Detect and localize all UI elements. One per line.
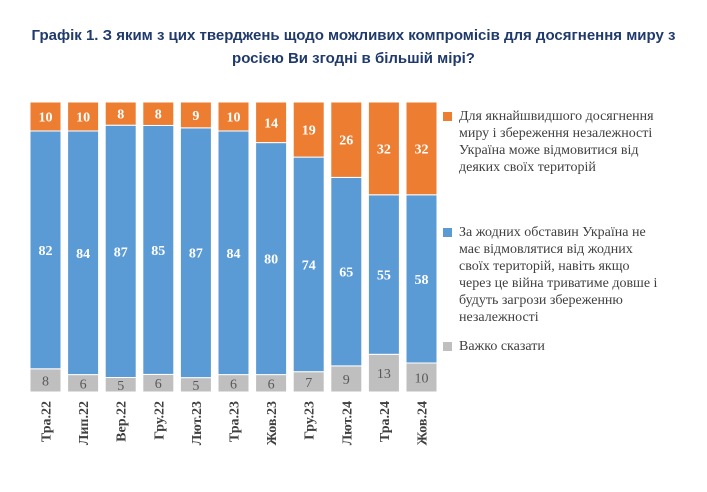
bar-segment-concede [179, 101, 212, 129]
data-label-hard-to-say: 13 [377, 367, 391, 382]
legend-swatch-concede [443, 112, 452, 121]
x-tick-label: Тра.22 [40, 401, 55, 442]
x-tick-label: Гру.23 [303, 401, 318, 440]
data-label-no-concession: 84 [76, 247, 90, 262]
data-label-hard-to-say: 9 [343, 373, 350, 388]
data-label-hard-to-say: 6 [268, 377, 275, 392]
data-label-hard-to-say: 10 [415, 372, 429, 387]
data-label-concede: 8 [117, 108, 124, 123]
legend-label-no-concession: За жодних обставин Україна не має відмов… [459, 225, 658, 325]
chart-title: Графік 1. З яким з цих тверджень щодо мо… [31, 27, 676, 67]
x-tick-label: Жов.24 [416, 401, 431, 446]
legend-label-concede: Для якнайшвидшого досягнення миру і збер… [459, 109, 654, 175]
data-label-concede: 19 [302, 124, 316, 139]
data-label-no-concession: 87 [189, 247, 203, 262]
data-label-no-concession: 58 [415, 273, 429, 288]
data-label-no-concession: 80 [264, 253, 278, 268]
data-label-concede: 32 [377, 142, 391, 157]
x-tick-label: Тра.23 [228, 401, 243, 442]
bar-segment-no-concession [292, 156, 325, 373]
data-label-hard-to-say: 5 [117, 379, 124, 394]
bar-segment-concede [367, 101, 400, 196]
data-label-no-concession: 85 [151, 244, 165, 259]
bar-segment-concede [405, 101, 438, 196]
data-label-no-concession: 82 [39, 244, 53, 259]
data-label-no-concession: 65 [339, 266, 353, 281]
data-label-no-concession: 74 [302, 258, 316, 273]
data-label-no-concession: 84 [227, 247, 241, 262]
legend-item-no-concession: За жодних обставин Україна не має відмов… [443, 224, 693, 326]
x-tick-label: Тра.24 [378, 401, 393, 442]
bar-segment-no-concession [255, 142, 288, 376]
bar-segment-concede [29, 101, 62, 132]
bar-segment-concede [330, 101, 363, 178]
data-label-no-concession: 55 [377, 269, 391, 284]
x-tick-label: Лют.23 [190, 401, 205, 445]
bar-segment-no-concession [330, 176, 363, 367]
bar-segment-concede [104, 101, 137, 126]
legend-swatch-hard-to-say [443, 342, 452, 351]
x-tick-label: Лип.22 [77, 401, 92, 445]
data-label-hard-to-say: 6 [80, 377, 87, 392]
bar-segment-concede [217, 101, 250, 132]
bar-segment-hard-to-say [405, 362, 438, 393]
data-label-hard-to-say: 7 [305, 376, 312, 391]
data-label-concede: 10 [76, 111, 90, 126]
data-label-hard-to-say: 5 [192, 379, 199, 394]
x-tick-label: Вер.22 [115, 401, 130, 442]
x-tick-label: Жов.23 [265, 401, 280, 446]
bar-segment-concede [255, 101, 288, 144]
legend-item-hard-to-say: Важко сказати [443, 338, 693, 355]
bar-segment-no-concession [104, 124, 137, 378]
data-label-concede: 32 [415, 142, 429, 157]
bar-segment-hard-to-say [330, 365, 363, 393]
bar-segment-no-concession [179, 127, 212, 379]
bar-segment-concede [67, 101, 100, 132]
data-label-no-concession: 87 [114, 245, 128, 260]
data-label-hard-to-say: 6 [230, 377, 237, 392]
bar-segment-hard-to-say [367, 353, 400, 393]
data-label-concede: 8 [155, 108, 162, 123]
data-label-concede: 26 [339, 134, 353, 149]
data-label-hard-to-say: 8 [42, 374, 49, 389]
x-tick-label: Гру.22 [152, 401, 167, 440]
legend-item-concede: Для якнайшвидшого досягнення миру і збер… [443, 108, 693, 176]
data-label-concede: 10 [227, 111, 241, 126]
bar-segment-concede [142, 101, 175, 126]
data-label-concede: 10 [39, 111, 53, 126]
legend-label-hard-to-say: Важко сказати [459, 339, 545, 354]
bar-segment-no-concession [29, 130, 62, 370]
data-label-concede: 9 [192, 109, 199, 124]
bar-segment-no-concession [367, 194, 400, 355]
x-tick-label: Лют.24 [340, 401, 355, 445]
legend-swatch-no-concession [443, 228, 452, 237]
data-label-hard-to-say: 6 [155, 377, 162, 392]
bar-segment-concede [292, 101, 325, 158]
data-label-concede: 14 [264, 116, 278, 131]
